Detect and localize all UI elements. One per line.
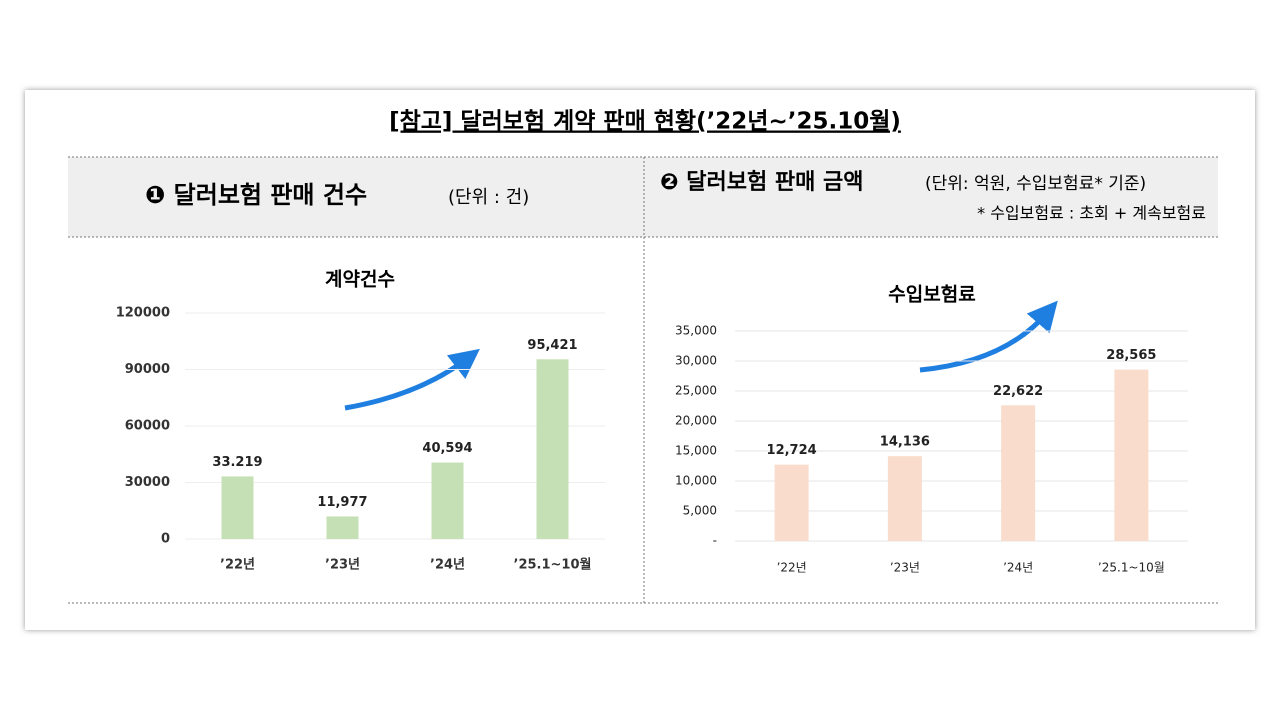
trend-arrow (919, 300, 1058, 373)
bar (1114, 369, 1149, 541)
y-tick-label: 15,000 (675, 444, 717, 458)
bar (326, 516, 359, 539)
y-tick-label: 0 (161, 532, 170, 547)
chart-title: 수입보험료 (888, 284, 975, 306)
x-tick-label: ’25.1~10월 (514, 557, 592, 573)
panel-note: * 수입보험료 : 초회 + 계속보험료 (977, 204, 1206, 223)
trend-arrow (344, 348, 480, 411)
panel-unit: (단위 : 건) (448, 187, 529, 208)
panel-unit: (단위: 억원, 수입보험료* 기준) (925, 174, 1146, 194)
y-tick-label: 30000 (125, 475, 170, 490)
bar (887, 456, 922, 541)
x-tick-label: ’22년 (777, 561, 807, 575)
y-tick-label: 20,000 (675, 414, 717, 428)
x-tick-label: ’23년 (890, 561, 920, 575)
value-label: 28,565 (1106, 348, 1156, 363)
value-label: 12,724 (767, 443, 817, 458)
bar (1001, 405, 1036, 541)
y-tick-label: 5,000 (683, 504, 717, 518)
value-label: 14,136 (880, 435, 930, 450)
chart-title: 계약건수 (325, 269, 395, 291)
value-label: 95,421 (527, 338, 577, 353)
x-tick-label: ’25.1~10월 (1098, 561, 1165, 575)
bar (221, 476, 254, 539)
x-tick-label: ’22년 (220, 558, 255, 573)
x-tick-label: ’24년 (1003, 561, 1033, 575)
value-label: 11,977 (317, 495, 367, 510)
bar (536, 359, 569, 539)
y-tick-label: 60000 (125, 419, 170, 434)
bar (431, 462, 464, 539)
y-tick-label: 90000 (125, 362, 170, 377)
value-label: 40,594 (422, 441, 472, 456)
y-tick-label: 10,000 (675, 474, 717, 488)
panel-heading: ❷ 달러보험 판매 금액 (660, 169, 864, 195)
panel-heading: ❶ 달러보험 판매 건수 (145, 181, 367, 209)
y-tick-label: 120000 (116, 306, 170, 321)
y-tick-label: 25,000 (675, 384, 717, 398)
value-label: 22,622 (993, 384, 1043, 399)
y-tick-label: - (713, 534, 717, 548)
header-band (68, 157, 1218, 237)
value-label: 33.219 (212, 455, 262, 470)
y-tick-label: 30,000 (675, 354, 717, 368)
document-title: [참고] 달러보험 계약 판매 현황(’22년~’25.10월) (389, 109, 901, 135)
x-tick-label: ’23년 (325, 558, 360, 573)
y-tick-label: 35,000 (675, 324, 717, 338)
bar (774, 464, 809, 541)
x-tick-label: ’24년 (430, 558, 465, 573)
